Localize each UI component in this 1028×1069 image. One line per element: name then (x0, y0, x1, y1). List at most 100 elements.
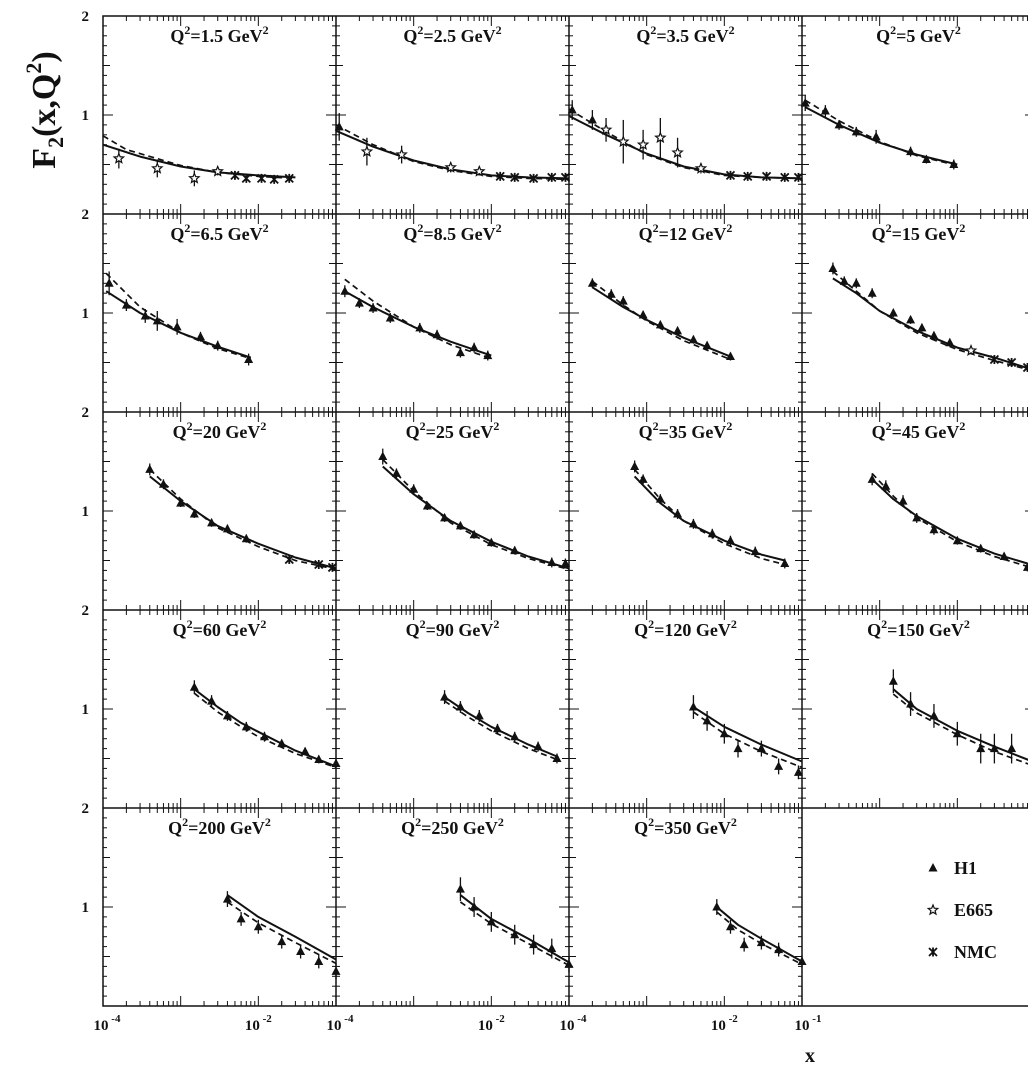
data-point-nmc (989, 354, 1000, 365)
data-point-h1 (820, 106, 830, 115)
data-point-e665 (360, 145, 374, 157)
y-tick-label: 1 (82, 702, 90, 718)
solid-curve (832, 277, 1028, 370)
y-axis-label-args: (x,Q (26, 74, 63, 137)
panel-title-sup: 2 (260, 419, 266, 433)
panel-title-q: Q (872, 422, 886, 442)
panel-title-value: =5 GeV (896, 26, 955, 46)
panel-q2-12: Q2=12 GeV2 (568, 214, 803, 412)
panel-title-value: =1.5 GeV (190, 26, 262, 46)
panel-q2-25: Q2=25 GeV2 (335, 412, 570, 610)
panel-title: Q2=45 GeV2 (872, 419, 966, 442)
panel-title-value: =350 GeV (654, 818, 731, 838)
data-point-h1 (385, 312, 395, 322)
panel-title-sup: 2 (726, 221, 732, 235)
solid-curve (193, 688, 337, 768)
data-point-h1 (1022, 562, 1028, 571)
panel-title-q: Q (401, 818, 415, 838)
data-point-nmc (269, 174, 279, 184)
data-point-h1 (469, 902, 479, 911)
data-point-e665 (671, 146, 684, 158)
data-point-h1 (976, 543, 986, 553)
solid-curve (716, 906, 803, 963)
data-point-h1 (756, 743, 766, 753)
panel-title: Q2=350 GeV2 (634, 815, 737, 838)
data-point-h1 (222, 710, 232, 720)
panel-title: Q2=120 GeV2 (634, 617, 737, 640)
data-point-h1 (630, 461, 640, 470)
data-point-h1 (314, 754, 324, 763)
y-tick-label: 1 (82, 900, 90, 916)
data-point-h1 (638, 309, 648, 319)
panel-title-sup: 2 (886, 221, 892, 235)
data-point-h1 (712, 902, 722, 911)
data-point-h1 (952, 728, 962, 738)
data-point-h1 (510, 545, 520, 555)
solid-curve (105, 290, 252, 359)
data-point-nmc (230, 170, 240, 181)
panel-title-sup: 2 (881, 617, 887, 631)
data-point-nmc (284, 173, 294, 183)
data-point-h1 (725, 535, 735, 545)
data-point-h1 (867, 474, 877, 483)
y-tick-label: 2 (82, 207, 90, 223)
data-point-h1 (378, 451, 388, 461)
data-point-h1 (334, 121, 344, 131)
data-point-h1 (888, 308, 898, 317)
data-point-nmc (725, 170, 736, 181)
panel-q2-120: Q2=120 GeV2 (568, 610, 803, 808)
panel-q2-250: Q2=250 GeV2 (335, 808, 574, 1006)
solid-curve (692, 706, 803, 763)
panel-title-value: =12 GeV (659, 224, 727, 244)
data-point-h1 (567, 105, 577, 114)
x-tick-label: 10 -2 (478, 1013, 505, 1034)
data-point-h1 (340, 286, 350, 295)
legend-label: H1 (954, 858, 977, 878)
panel-title-q: Q (634, 620, 648, 640)
shared-axis-ticks: 2 1 2 1 2 1 2 1 2 1 10 -4 10 -2 10 -4 10 -2 10 -4 10 -2… (82, 9, 822, 1034)
panel-title-sup: 2 (731, 815, 737, 829)
data-point-h1 (510, 731, 520, 741)
panel-title-q: Q (639, 422, 653, 442)
panel-title-q: Q (406, 422, 420, 442)
panel-title-value: =20 GeV (193, 422, 261, 442)
data-point-h1 (547, 943, 557, 953)
data-point-h1 (195, 331, 205, 341)
dashed-curve (344, 278, 492, 360)
data-point-h1 (733, 743, 743, 753)
panel-title-q: Q (170, 224, 184, 244)
panel-title-sup: 2 (890, 23, 896, 37)
panel-title-sup: 2 (187, 617, 193, 631)
data-point-h1 (121, 300, 131, 309)
legend-label: E665 (954, 900, 993, 920)
data-point-h1 (152, 315, 162, 325)
data-point-h1 (673, 325, 683, 335)
data-point-h1 (702, 715, 712, 725)
data-point-h1 (945, 337, 955, 347)
data-point-nmc (560, 172, 571, 183)
panel-title-sup: 2 (729, 23, 735, 37)
data-point-h1 (331, 758, 341, 767)
x-tick-label: 10 -4 (94, 1013, 121, 1034)
panel-title: Q2=60 GeV2 (173, 617, 267, 640)
data-point-h1 (587, 114, 597, 124)
data-point-h1 (1007, 743, 1017, 753)
panel-title-value: =15 GeV (892, 224, 960, 244)
data-point-h1 (750, 546, 760, 556)
data-point-h1 (929, 710, 939, 720)
panel-title: Q2=5 GeV2 (876, 23, 961, 46)
panel-title-value: =120 GeV (654, 620, 731, 640)
data-point-h1 (510, 929, 520, 939)
data-point-h1 (140, 310, 150, 320)
data-point-nmc (793, 172, 804, 183)
dashed-curve (382, 458, 570, 571)
data-point-h1 (702, 340, 712, 350)
panel-title-q: Q (639, 224, 653, 244)
panel-title: Q2=20 GeV2 (173, 419, 267, 442)
data-point-h1 (800, 98, 810, 107)
panel-title-value: =3.5 GeV (656, 26, 728, 46)
data-point-nmc (1022, 362, 1028, 373)
panel-title-sup: 2 (184, 221, 190, 235)
data-point-h1 (898, 496, 908, 505)
panel-title-value: =8.5 GeV (423, 224, 495, 244)
